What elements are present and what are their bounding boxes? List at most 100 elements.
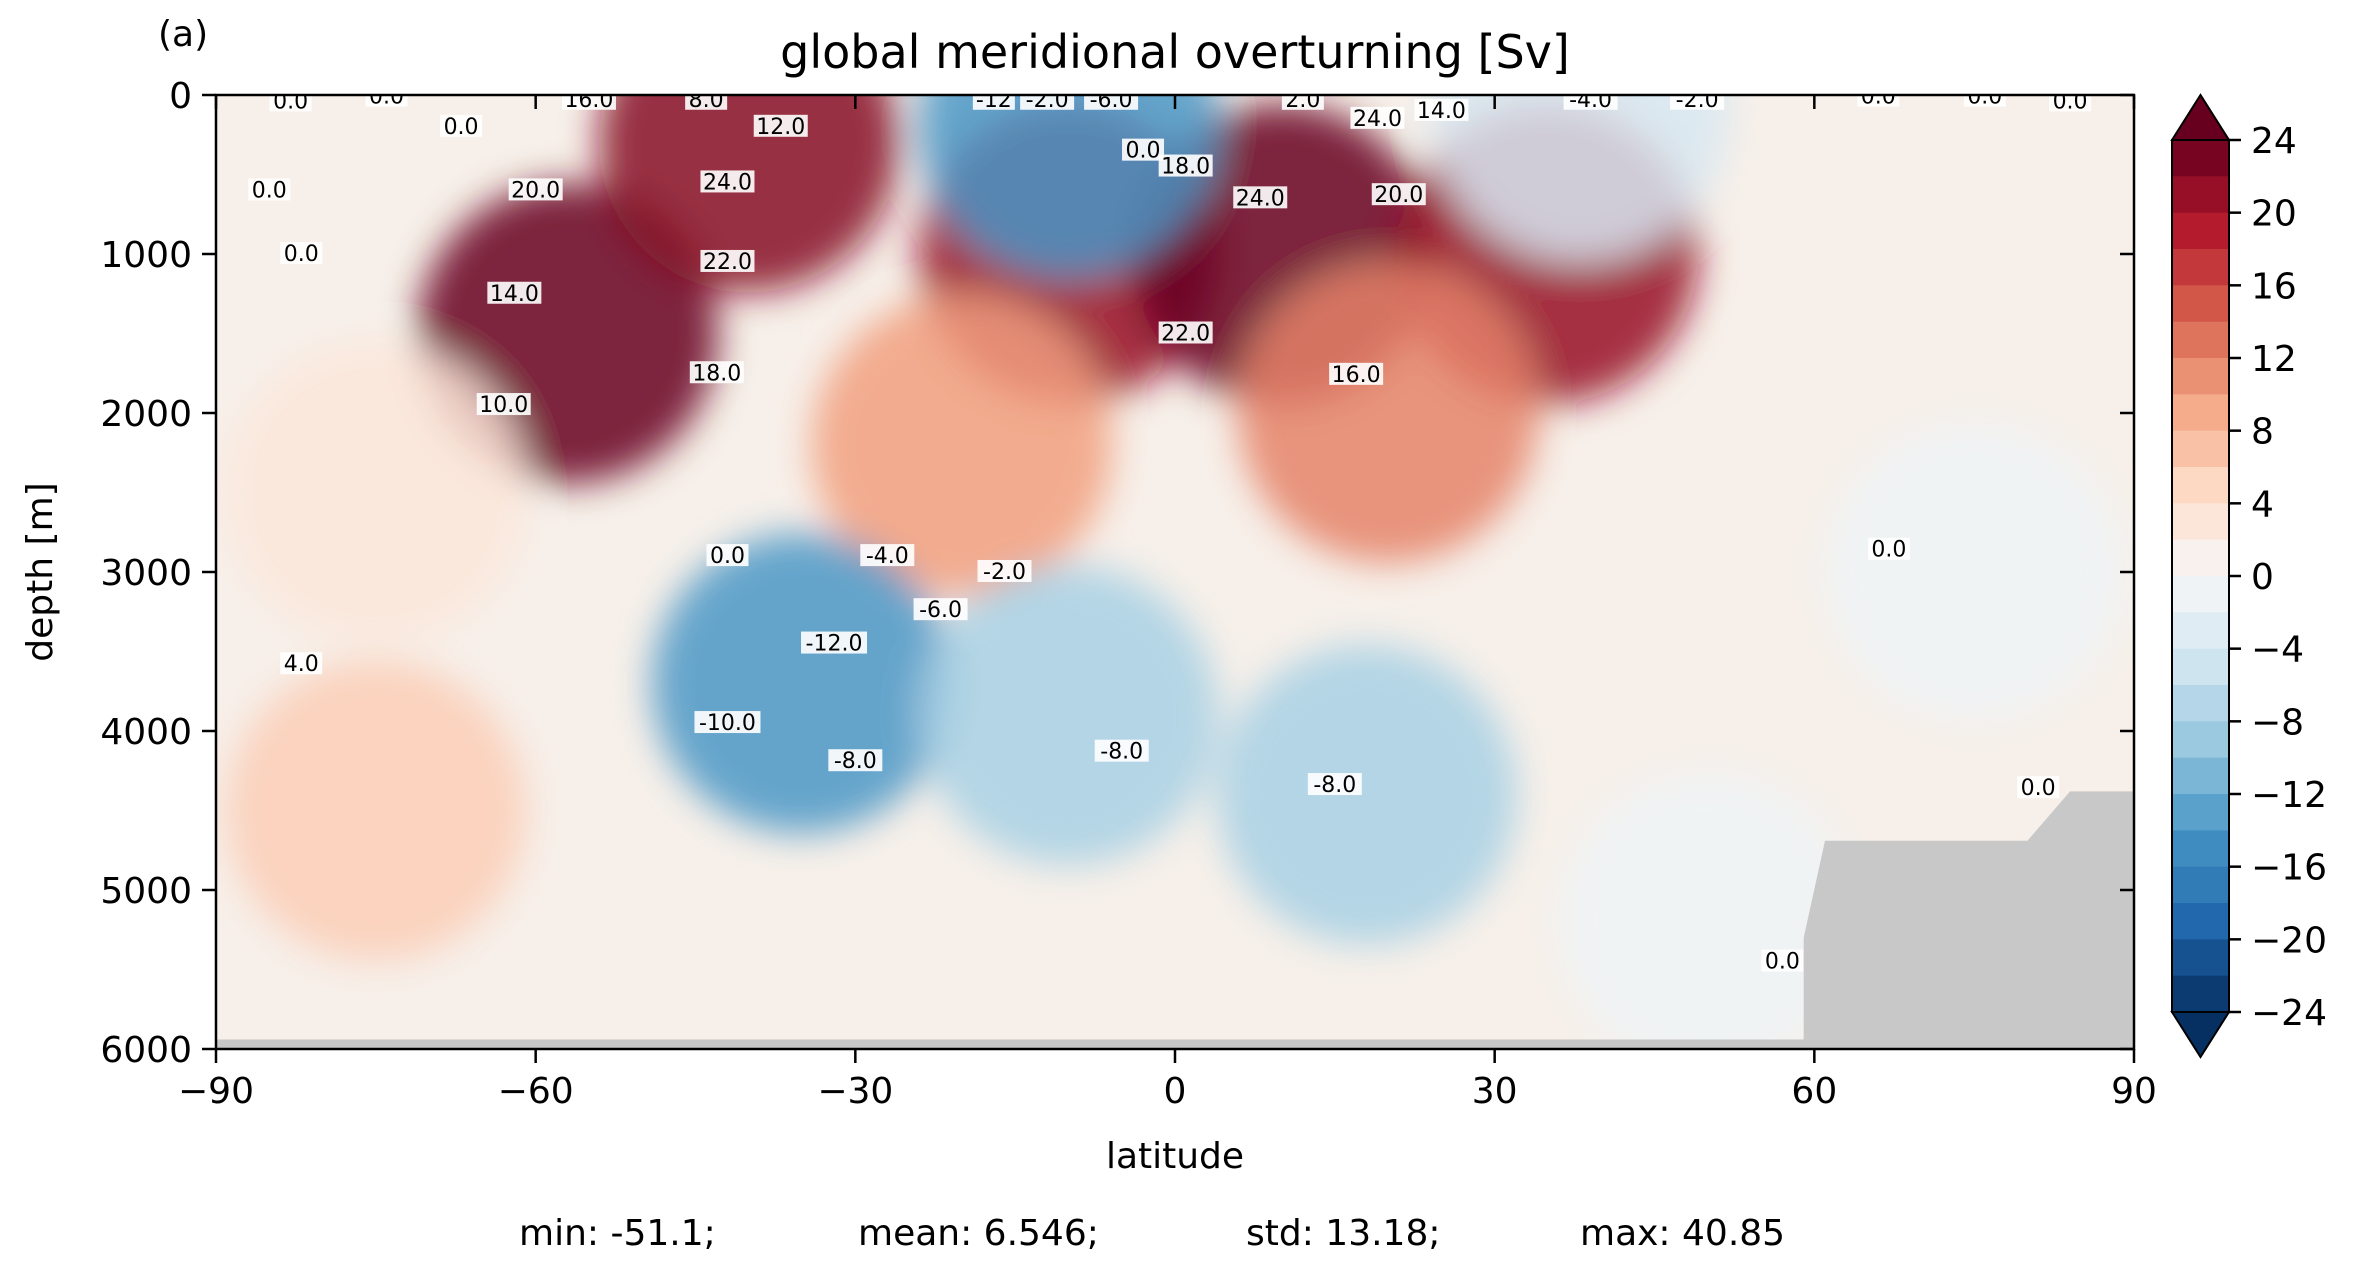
contour-label: 4.0 <box>280 652 323 677</box>
contour-label: -4.0 <box>860 544 915 569</box>
contour-label: 0.0 <box>1122 138 1165 164</box>
svg-text:20.0: 20.0 <box>511 178 560 203</box>
contour-label: 14.0 <box>487 281 542 307</box>
field-cell <box>811 294 1112 595</box>
contour-label: 0.0 <box>1867 537 1910 563</box>
svg-text:8.0: 8.0 <box>689 88 724 113</box>
colorbar-tick-label: 20 <box>2251 194 2297 235</box>
x-tick-label: −60 <box>498 1071 574 1112</box>
contour-label: 16.0 <box>1329 362 1384 388</box>
contour-label: -2.0 <box>977 560 1032 585</box>
field-cell <box>1824 422 2125 722</box>
colorbar-segment <box>2172 467 2229 504</box>
contour-label: 0.0 <box>1857 85 1900 110</box>
colorbar-segment <box>2172 975 2229 1013</box>
y-tick-label: 2000 <box>100 394 192 435</box>
contour-label: 0.0 <box>280 242 323 267</box>
contour-label: 18.0 <box>689 361 744 386</box>
contour-label: 24.0 <box>1233 186 1288 211</box>
y-tick-label: 6000 <box>100 1030 192 1071</box>
x-tick-label: −30 <box>817 1071 893 1112</box>
contour-label: 0.0 <box>440 114 483 140</box>
svg-text:-4.0: -4.0 <box>1569 88 1612 113</box>
svg-text:0.0: 0.0 <box>273 89 308 114</box>
contour-label: 0.0 <box>248 178 291 203</box>
colorbar-tick-label: −12 <box>2251 775 2327 816</box>
svg-text:-12.0: -12.0 <box>806 632 863 657</box>
colorbar-segment <box>2172 176 2229 214</box>
x-tick-label: −90 <box>178 1071 254 1112</box>
contour-label: 20.0 <box>508 178 563 203</box>
colorbar-tick-label: −20 <box>2251 920 2327 961</box>
svg-text:24.0: 24.0 <box>1236 186 1285 211</box>
svg-text:0.0: 0.0 <box>710 544 745 569</box>
colorbar-segment <box>2172 576 2229 613</box>
svg-text:18.0: 18.0 <box>692 361 741 386</box>
colorbar-segment <box>2172 394 2229 432</box>
contour-label: 12.0 <box>753 114 808 140</box>
svg-text:-2.0: -2.0 <box>1676 88 1719 113</box>
x-tick-label: 0 <box>1164 1071 1187 1112</box>
contour-label: 14.0 <box>1414 98 1469 124</box>
stats-mean: mean: 6.546; <box>858 1213 1099 1254</box>
svg-text:24.0: 24.0 <box>703 170 752 195</box>
x-tick-label: 90 <box>2111 1071 2157 1112</box>
svg-text:24.0: 24.0 <box>1353 107 1402 132</box>
colorbar-extend-bottom <box>2170 1011 2231 1059</box>
colorbar-segment <box>2172 212 2229 250</box>
contour-label: -2.0 <box>1020 95 1075 113</box>
svg-text:18.0: 18.0 <box>1161 155 1210 180</box>
svg-text:2.0: 2.0 <box>1285 88 1320 113</box>
colorbar-tick-label: −24 <box>2251 993 2327 1034</box>
colorbar-segment <box>2172 866 2229 904</box>
plot-area: 0.0 0.0 0.0 0.0 0.0 16.0 8.0 12.0 20.0 24.0 22.0 14… <box>216 85 2134 1049</box>
colorbar-tick-label: 0 <box>2251 557 2274 598</box>
colorbar-segment <box>2172 939 2229 977</box>
svg-text:0.0: 0.0 <box>1861 85 1896 110</box>
svg-text:0.0: 0.0 <box>369 85 404 110</box>
colorbar-segment <box>2172 830 2229 868</box>
y-axis-label: depth [m] <box>20 482 61 661</box>
contour-label: -12.0 <box>801 631 868 657</box>
contour-label: 0.0 <box>1963 95 2006 110</box>
stats-max: max: 40.85 <box>1580 1213 1785 1254</box>
panel-label: (a) <box>158 14 208 55</box>
masked-land <box>1803 791 2134 1049</box>
contour-label: -12 <box>972 95 1015 113</box>
colorbar-tick-label: −4 <box>2251 630 2304 671</box>
contour-label: 24.0 <box>700 170 755 195</box>
svg-text:0.0: 0.0 <box>2021 776 2056 801</box>
x-axis-label: latitude <box>1106 1136 1244 1177</box>
colorbar-tick-label: 16 <box>2251 266 2297 307</box>
field-cell <box>1238 263 1539 563</box>
svg-text:20.0: 20.0 <box>1374 183 1423 208</box>
colorbar-extend-top <box>2170 93 2231 141</box>
masked-bottom <box>216 1039 2134 1049</box>
field-cell <box>652 533 953 834</box>
stats-std: std: 13.18; <box>1246 1213 1440 1254</box>
x-axis: −90 −60 −30 0 30 60 90 <box>178 95 2157 1112</box>
svg-text:22.0: 22.0 <box>703 250 752 275</box>
colorbar-segment <box>2172 249 2229 286</box>
colorbar-tick-label: −8 <box>2251 702 2304 743</box>
contour-label: 22.0 <box>1158 321 1213 347</box>
contour-label: 22.0 <box>700 249 755 275</box>
colorbar-segment <box>2172 285 2229 323</box>
svg-text:-6.0: -6.0 <box>1090 88 1133 113</box>
colorbar-tick-label: 8 <box>2251 412 2274 453</box>
colorbar-segment <box>2172 794 2229 831</box>
colorbar-segment <box>2172 721 2229 759</box>
colorbar-segment <box>2172 685 2229 722</box>
svg-text:-4.0: -4.0 <box>866 544 909 569</box>
svg-text:22.0: 22.0 <box>1161 322 1210 347</box>
filled-contours <box>216 95 2134 1049</box>
contour-label: 18.0 <box>1158 154 1213 180</box>
colorbar-segment <box>2172 140 2229 177</box>
field-cell <box>918 565 1219 866</box>
colorbar-tick-label: 4 <box>2251 484 2274 525</box>
contour-label: 16.0 <box>561 95 616 113</box>
colorbar-segment <box>2172 903 2229 940</box>
y-tick-label: 1000 <box>100 235 192 276</box>
contour-label: 8.0 <box>685 88 728 113</box>
